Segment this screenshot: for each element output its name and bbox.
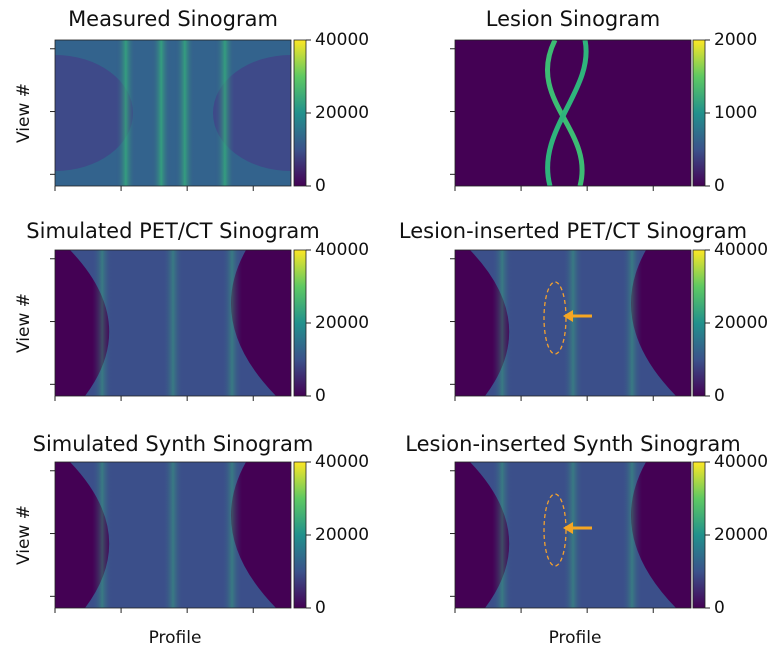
lesion-outline [543,493,567,567]
colorbar-tick-label: 40000 [315,240,369,260]
band [222,250,242,396]
panel: Lesion-inserted PET/CT Sinogram 0 20000 400… [399,219,768,406]
band [563,250,583,396]
frame [54,461,292,609]
band [92,250,113,396]
frame [454,39,692,187]
colorbar-tick-label: 0 [714,386,725,406]
sinogram-image [455,462,691,608]
frame [454,461,692,609]
panel-title: Lesion Sinogram [486,7,660,31]
arrow-head [563,310,573,322]
arrow-head [563,522,573,534]
trace [545,40,589,186]
sinogram-image [55,250,291,396]
colorbar-tick-label: 20000 [315,313,369,333]
colorbar [692,39,706,187]
panel-title: Simulated Synth Sinogram [33,432,314,456]
sinogram-image [55,462,291,608]
bg [455,40,691,186]
colorbar-tick-label: 0 [315,176,326,196]
colorbar [293,249,307,397]
colorbar-tick-label: 0 [315,386,326,406]
panel: Measured Sinogram View # 0 20000 40000 [14,7,369,196]
band [492,250,513,396]
sinogram-image [55,40,291,186]
colorbar-tick-label: 20000 [714,525,768,545]
x-axis-label: Profile [149,628,202,648]
colorbar-tick-label: 40000 [714,240,768,260]
colorbar [293,39,307,187]
band [563,462,583,608]
frame [454,249,692,397]
panel: Simulated Synth Sinogram View # Profile 0 20… [14,432,369,648]
band [163,250,183,396]
colorbar-tick-label: 0 [315,598,326,618]
colorbar [692,249,706,397]
colorbar [692,461,706,609]
colorbar-tick-label: 1000 [714,103,757,123]
band [222,462,242,608]
colorbar [293,461,307,609]
colorbar-tick-label: 20000 [714,313,768,333]
x-axis-label: Profile [549,628,602,648]
panel-title: Simulated PET/CT Sinogram [26,219,319,243]
colorbar-tick-label: 2000 [714,30,757,50]
panel: Lesion Sinogram 0 1000 2000 [450,7,757,196]
band [115,40,136,186]
colorbar-tick-label: 40000 [315,30,369,50]
y-axis-label: View # [14,293,34,353]
band [622,250,642,396]
sinogram-image [455,250,691,396]
colorbar-tick-label: 20000 [315,103,369,123]
colorbar-tick-label: 40000 [714,452,768,472]
y-axis-label: View # [14,505,34,565]
band [174,40,195,186]
band [163,462,183,608]
band [492,462,513,608]
colorbar-tick-label: 20000 [315,525,369,545]
panel-title: Lesion-inserted PET/CT Sinogram [399,219,747,243]
panel: Lesion-inserted Synth Sinogram Profile 0 20… [405,432,768,648]
y-axis-label: View # [14,83,34,143]
frame [54,39,292,187]
dark-lobe [55,55,133,171]
panel-title: Lesion-inserted Synth Sinogram [405,432,740,456]
frame [54,249,292,397]
colorbar-tick-label: 0 [714,598,725,618]
colorbar-tick-label: 40000 [315,452,369,472]
colorbar-tick-label: 0 [714,176,725,196]
lesion-outline [543,281,567,355]
band [151,40,172,186]
sinogram-image [455,40,691,186]
band [622,462,642,608]
band [214,40,235,186]
band [92,462,113,608]
panel: Simulated PET/CT Sinogram View # 0 20000 400… [14,219,369,406]
panel-title: Measured Sinogram [68,7,278,31]
